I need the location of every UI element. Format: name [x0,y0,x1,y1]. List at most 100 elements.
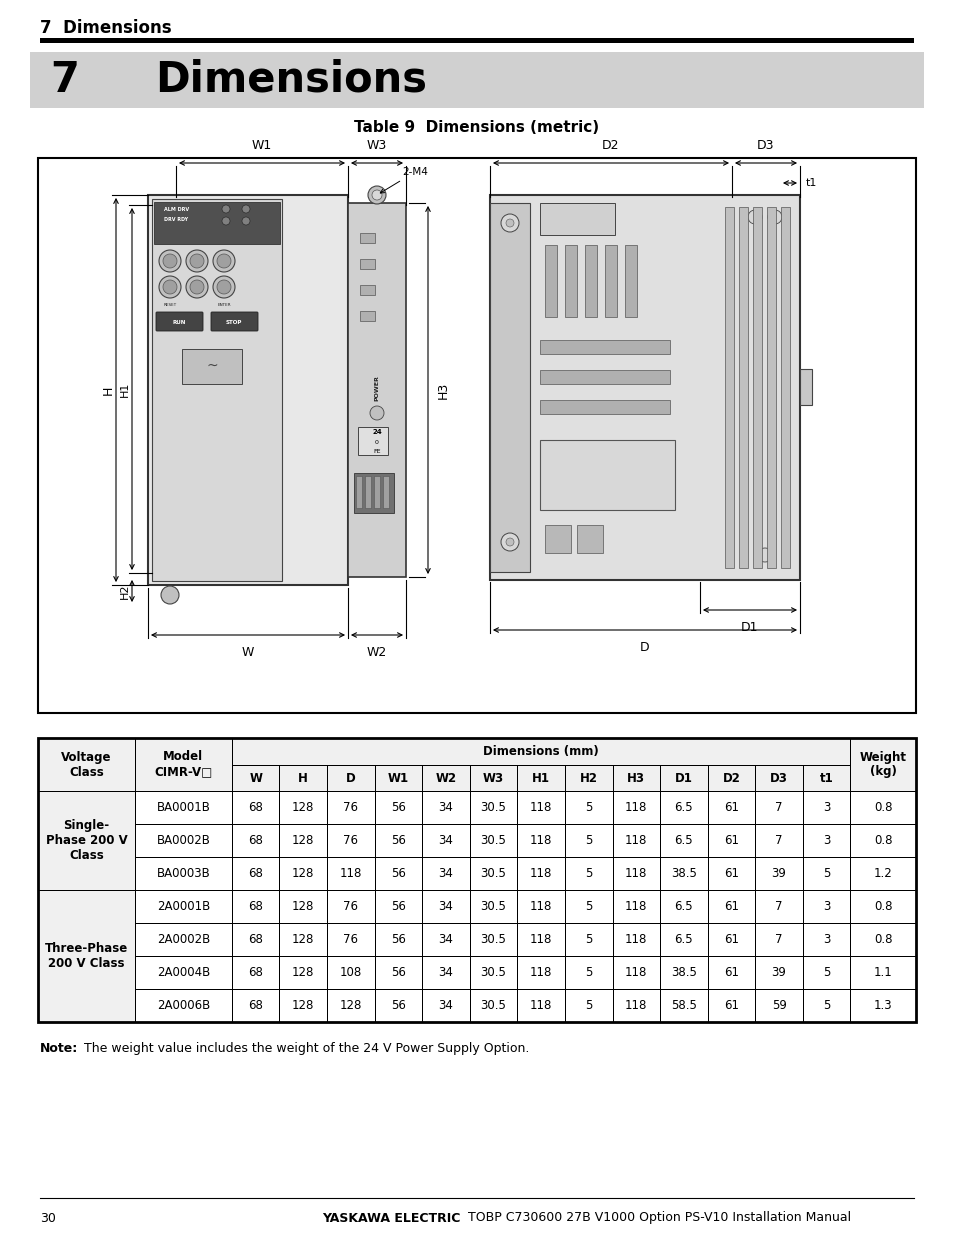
Bar [375,890,422,923]
Bar [802,791,849,825]
Bar [539,340,669,353]
Text: 38.5: 38.5 [670,867,696,880]
Text: 61: 61 [723,900,739,913]
Bar [849,890,915,923]
Bar [659,990,707,1022]
Bar [134,956,232,990]
Bar [279,923,327,956]
Text: 128: 128 [292,966,314,980]
Bar [659,923,707,956]
Bar [517,956,564,990]
Text: 128: 128 [292,867,314,880]
Bar [802,990,849,1022]
Bar [375,857,422,890]
Bar [755,791,802,825]
Bar [849,990,915,1022]
Text: H: H [298,771,308,785]
Bar [359,311,375,321]
Text: 0.8: 0.8 [873,835,892,847]
Bar [134,857,232,890]
Text: 24: 24 [372,429,381,435]
Bar [766,207,775,568]
Bar [354,472,394,513]
Text: 34: 34 [438,999,453,1012]
Bar [469,923,517,956]
Text: 118: 118 [530,932,552,946]
Text: 30.5: 30.5 [480,867,506,880]
Text: 2A0001B: 2A0001B [156,900,210,913]
Circle shape [213,277,234,298]
Text: 68: 68 [248,867,263,880]
Text: DRV RDY: DRV RDY [164,217,188,222]
Bar [544,525,571,553]
Bar [374,476,379,508]
Circle shape [747,210,761,224]
Text: 68: 68 [248,966,263,980]
Text: 118: 118 [624,900,647,913]
Bar [490,203,530,572]
Text: 6.5: 6.5 [674,900,693,913]
Text: 118: 118 [624,966,647,980]
Text: 128: 128 [292,900,314,913]
Text: 61: 61 [723,801,739,813]
Bar [355,476,361,508]
Bar [327,956,375,990]
Bar [564,791,612,825]
Bar [134,791,232,825]
Bar [279,890,327,923]
Text: W1: W1 [252,139,272,153]
Text: 30.5: 30.5 [480,966,506,980]
Text: 56: 56 [391,835,405,847]
Bar [564,890,612,923]
Text: Note:: Note: [40,1042,78,1055]
Text: 3: 3 [822,801,829,813]
Bar [564,923,612,956]
Text: Dimensions: Dimensions [154,60,427,100]
Text: 1.3: 1.3 [873,999,892,1012]
Text: 34: 34 [438,801,453,813]
Text: 7: 7 [775,801,782,813]
Circle shape [242,217,250,224]
Bar [604,246,617,317]
Bar [755,857,802,890]
Text: Table 9  Dimensions (metric): Table 9 Dimensions (metric) [355,119,598,134]
Text: 38.5: 38.5 [670,966,696,980]
Text: 118: 118 [624,867,647,880]
Text: 118: 118 [624,932,647,946]
Bar [659,890,707,923]
Text: 0: 0 [375,440,378,445]
Bar [232,791,279,825]
Circle shape [372,190,381,200]
Bar [327,791,375,825]
Circle shape [190,254,204,268]
Bar [755,825,802,857]
Text: 6.5: 6.5 [674,835,693,847]
Bar [327,857,375,890]
Bar [422,857,469,890]
Text: 0.8: 0.8 [873,801,892,813]
Bar [279,825,327,857]
Bar [612,825,659,857]
Bar [659,825,707,857]
Text: 6.5: 6.5 [674,801,693,813]
Text: 30.5: 30.5 [480,801,506,813]
Text: H2: H2 [120,583,130,599]
Bar [564,956,612,990]
Text: 61: 61 [723,932,739,946]
Text: W2: W2 [367,646,387,658]
Text: W3: W3 [367,139,387,153]
Text: 5: 5 [584,835,592,847]
Text: 2A0004B: 2A0004B [156,966,210,980]
Text: RUN: RUN [172,320,186,325]
Bar [659,791,707,825]
Bar [707,825,755,857]
Bar [359,285,375,295]
Text: 56: 56 [391,801,405,813]
Text: 5: 5 [822,867,829,880]
Text: 7: 7 [775,835,782,847]
Circle shape [505,219,514,227]
Bar [781,207,789,568]
Bar [232,890,279,923]
Bar [375,765,422,791]
Text: 68: 68 [248,932,263,946]
